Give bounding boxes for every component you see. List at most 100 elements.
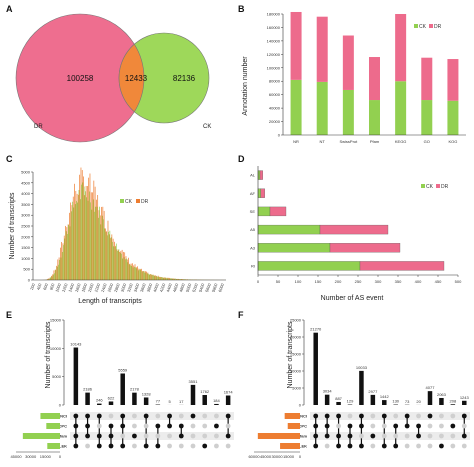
c-bar-dr (180, 279, 182, 280)
f-matrix-dot (404, 413, 410, 419)
c-bar-dr (123, 251, 124, 280)
f-intersection-bar (450, 404, 456, 405)
f-matrix-dot (427, 423, 433, 429)
e-intersection-label: 1674 (224, 390, 234, 395)
c-xtick-label: 1800 (80, 282, 88, 293)
c-bar-ck (91, 209, 93, 280)
c-bar-dr (177, 278, 178, 280)
c-bar-dr (170, 278, 172, 280)
c-bar-dr (121, 249, 123, 280)
c-bar-dr (157, 275, 159, 280)
f-intersection-bar (324, 394, 330, 405)
c-bar-ck (185, 279, 187, 280)
c-bar-dr (92, 192, 93, 280)
c-bar-ck (157, 276, 158, 280)
f-intersection-label: 21270 (310, 327, 322, 332)
f-set-label: Pfam (297, 434, 307, 439)
f-set-size-bar (257, 433, 300, 439)
c-xtick-label: 2600 (106, 282, 114, 293)
f-matrix-dot (324, 423, 330, 429)
c-bar-ck (131, 265, 133, 280)
f-matrix-dot (393, 423, 399, 429)
c-bar-dr (114, 241, 115, 280)
c-bar-ck (92, 199, 94, 280)
c-bar-dr (85, 185, 87, 280)
e-matrix-dot (178, 413, 184, 419)
f-intersection-bar (370, 394, 376, 405)
c-bar-dr (126, 259, 128, 280)
c-xtick-label: 2400 (100, 282, 108, 293)
b-ytick-label: 180000 (267, 12, 281, 17)
venn-ck-label: CK (203, 124, 211, 130)
f-matrix-dot (313, 413, 319, 419)
f-intersection-label: 10033 (356, 365, 368, 370)
c-bar-dr (132, 263, 133, 280)
c-bar-ck (69, 226, 71, 280)
e-intersection-label: 2186 (83, 387, 93, 392)
f-matrix-dot (324, 443, 330, 449)
b-category-label: Pfam (370, 139, 380, 144)
c-bar-ck (112, 241, 113, 280)
c-bar-dr (99, 215, 101, 280)
e-set-size-tick: 30000 (25, 454, 37, 459)
c-bar-dr (179, 279, 181, 280)
c-ytick-label: 1000 (21, 256, 31, 261)
f-matrix-dot (416, 423, 421, 429)
e-intersection-label: 2178 (130, 387, 140, 392)
e-set-size-tick: 45000 (10, 454, 22, 459)
c-bar-ck (103, 219, 104, 280)
c-bar-ck (163, 277, 165, 280)
c-bar-dr (102, 206, 104, 280)
f-matrix-dot (381, 433, 387, 439)
c-xtick-label: 1400 (67, 282, 75, 293)
f-ytick-label: 5000 (292, 386, 302, 391)
c-bar-ck (126, 258, 127, 280)
d-bar-ck (257, 206, 271, 217)
c-bar-ck (146, 273, 148, 280)
c-bar-dr (54, 269, 56, 280)
c-bar-ck (87, 200, 89, 280)
c-xlabel: Length of transcripts (78, 298, 142, 305)
d-legend-ck: CK (426, 184, 434, 190)
c-bar-ck (154, 275, 156, 280)
f-matrix-dot (427, 443, 433, 449)
e-matrix-dot (143, 433, 149, 439)
c-bar-ck (155, 275, 157, 280)
f-matrix-dot (347, 443, 353, 449)
e-intersection-label: 5 (168, 399, 171, 404)
c-bar-dr (57, 259, 59, 280)
f-intersection-label: 1442 (380, 394, 390, 399)
c-bar-dr (143, 271, 145, 280)
c-bar-ck (108, 231, 109, 280)
f-matrix-dot (416, 413, 421, 419)
f-matrix-dot (336, 413, 341, 419)
c-bar-ck (140, 269, 142, 280)
c-bar-dr (61, 241, 63, 280)
c-bar-ck (136, 268, 138, 280)
b-bar-dr (290, 11, 302, 80)
e-intersection-label: 5559 (118, 367, 128, 372)
f-matrix-dot (416, 443, 421, 449)
c-bar-ck (79, 199, 81, 280)
c-ylabel: Number of transcripts (9, 192, 16, 259)
c-bar-dr (156, 276, 158, 280)
c-bar-ck (78, 189, 80, 280)
c-bar-dr (151, 274, 153, 280)
f-ylabel: Number of transcripts (287, 321, 294, 388)
c-bar-dr (152, 274, 154, 280)
c-bar-ck (158, 276, 160, 280)
c-xtick-label: 3400 (132, 282, 140, 293)
c-xtick-label: 800 (49, 282, 56, 291)
e-matrix-dot (202, 413, 208, 419)
b-ytick-label: 140000 (267, 38, 281, 43)
c-xtick-label: 4800 (178, 282, 186, 293)
c-legend-ck: CK (125, 199, 133, 205)
c-bar-dr (161, 277, 163, 280)
c-bar-dr (80, 167, 82, 280)
c-bar-dr (153, 275, 155, 280)
e-set-label: PLEK (56, 444, 67, 449)
c-bar-dr (162, 277, 164, 280)
f-matrix-dot (450, 443, 456, 449)
c-bar-ck (135, 267, 136, 280)
e-intersection-label: 246 (96, 398, 103, 403)
